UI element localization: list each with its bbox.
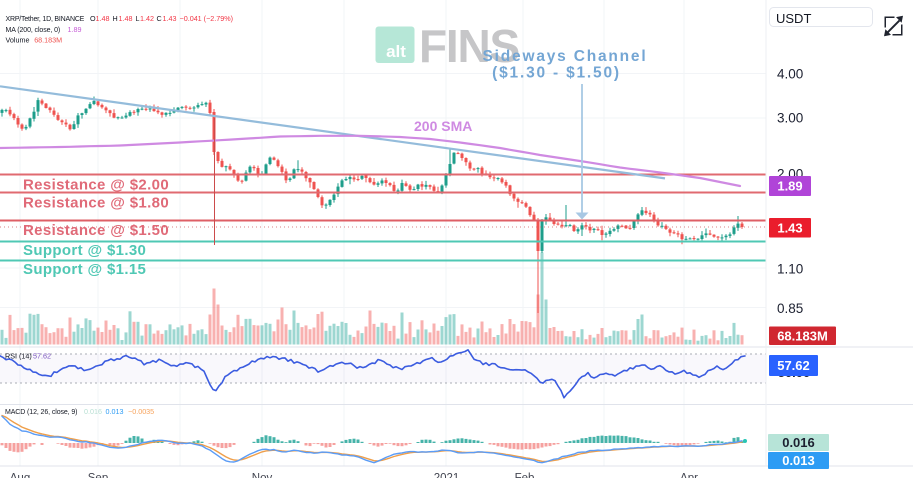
svg-text:57.62: 57.62 xyxy=(33,352,51,361)
svg-text:Resistance @ $1.50: Resistance @ $1.50 xyxy=(23,222,169,239)
svg-text:4.00: 4.00 xyxy=(777,66,803,81)
svg-text:−0.0035: −0.0035 xyxy=(128,407,154,416)
svg-text:0.013: 0.013 xyxy=(782,453,815,468)
svg-text:RSI (14): RSI (14) xyxy=(5,352,32,361)
svg-text:Sep: Sep xyxy=(88,473,108,478)
svg-text:alt: alt xyxy=(386,42,406,61)
svg-text:1.10: 1.10 xyxy=(777,261,803,276)
svg-text:L: L xyxy=(136,14,140,23)
svg-text:200 SMA: 200 SMA xyxy=(414,118,472,134)
svg-text:H: H xyxy=(113,14,118,23)
svg-text:USDT: USDT xyxy=(776,11,811,26)
svg-text:Sideways Channel: Sideways Channel xyxy=(483,48,648,65)
svg-text:Nov: Nov xyxy=(252,473,273,478)
svg-text:Resistance @ $2.00: Resistance @ $2.00 xyxy=(23,177,169,194)
svg-text:Apr: Apr xyxy=(680,473,698,478)
svg-text:1.48: 1.48 xyxy=(119,14,133,23)
svg-text:0.016: 0.016 xyxy=(84,407,102,416)
svg-text:($1.30 - $1.50): ($1.30 - $1.50) xyxy=(492,65,621,82)
svg-text:1.42: 1.42 xyxy=(140,14,154,23)
svg-text:2021: 2021 xyxy=(434,473,460,478)
svg-text:Support @ $1.30: Support @ $1.30 xyxy=(23,242,146,259)
svg-text:0.013: 0.013 xyxy=(106,407,124,416)
svg-text:1.43: 1.43 xyxy=(777,220,802,235)
svg-text:Aug: Aug xyxy=(10,473,30,478)
svg-text:FINS: FINS xyxy=(419,20,519,72)
svg-text:3.00: 3.00 xyxy=(777,110,803,125)
svg-text:1.43: 1.43 xyxy=(163,14,177,23)
svg-text:Support @ $1.15: Support @ $1.15 xyxy=(23,261,146,278)
svg-text:O: O xyxy=(90,14,96,23)
svg-text:Resistance @ $1.80: Resistance @ $1.80 xyxy=(23,195,169,212)
svg-text:0.85: 0.85 xyxy=(777,301,803,316)
svg-text:C: C xyxy=(157,14,162,23)
svg-text:68.183M: 68.183M xyxy=(777,328,828,343)
svg-text:−0.041 (−2.79%): −0.041 (−2.79%) xyxy=(180,14,234,23)
svg-text:1.89: 1.89 xyxy=(777,179,802,194)
svg-text:MA (200, close, 0): MA (200, close, 0) xyxy=(6,27,61,34)
svg-text:Volume: Volume xyxy=(6,36,30,45)
svg-text:XRP/Tether, 1D, BINANCE: XRP/Tether, 1D, BINANCE xyxy=(6,16,85,23)
svg-text:0.016: 0.016 xyxy=(782,435,815,450)
svg-text:68.183M: 68.183M xyxy=(34,36,62,45)
svg-text:MACD (12, 26, close, 9): MACD (12, 26, close, 9) xyxy=(5,409,77,416)
svg-text:Feb: Feb xyxy=(515,473,535,478)
svg-text:57.62: 57.62 xyxy=(777,358,810,373)
svg-text:1.48: 1.48 xyxy=(96,14,110,23)
svg-text:1.89: 1.89 xyxy=(68,25,82,34)
